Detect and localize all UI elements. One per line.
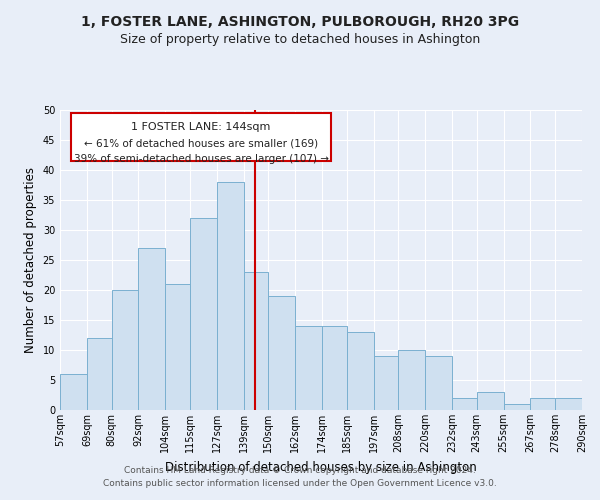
Bar bbox=[87, 338, 112, 410]
Bar bbox=[295, 326, 322, 410]
Bar bbox=[503, 404, 530, 410]
Bar bbox=[244, 272, 268, 410]
Bar bbox=[347, 332, 374, 410]
Bar bbox=[217, 182, 244, 410]
Text: Contains HM Land Registry data © Crown copyright and database right 2024.
Contai: Contains HM Land Registry data © Crown c… bbox=[103, 466, 497, 487]
Text: ← 61% of detached houses are smaller (169): ← 61% of detached houses are smaller (16… bbox=[84, 138, 318, 148]
Bar bbox=[71, 113, 331, 161]
Text: 1, FOSTER LANE, ASHINGTON, PULBOROUGH, RH20 3PG: 1, FOSTER LANE, ASHINGTON, PULBOROUGH, R… bbox=[81, 15, 519, 29]
Text: Size of property relative to detached houses in Ashington: Size of property relative to detached ho… bbox=[120, 32, 480, 46]
Text: 39% of semi-detached houses are larger (107) →: 39% of semi-detached houses are larger (… bbox=[74, 154, 329, 164]
Bar bbox=[530, 398, 555, 410]
Text: 1 FOSTER LANE: 144sqm: 1 FOSTER LANE: 144sqm bbox=[131, 122, 271, 132]
Bar bbox=[374, 356, 398, 410]
Bar bbox=[452, 398, 477, 410]
Bar bbox=[112, 290, 139, 410]
Bar bbox=[268, 296, 295, 410]
Bar bbox=[555, 398, 582, 410]
Bar bbox=[477, 392, 503, 410]
Bar bbox=[139, 248, 165, 410]
Bar bbox=[165, 284, 190, 410]
Bar bbox=[425, 356, 452, 410]
Bar bbox=[60, 374, 87, 410]
X-axis label: Distribution of detached houses by size in Ashington: Distribution of detached houses by size … bbox=[165, 460, 477, 473]
Y-axis label: Number of detached properties: Number of detached properties bbox=[24, 167, 37, 353]
Bar bbox=[322, 326, 347, 410]
Bar bbox=[398, 350, 425, 410]
Bar bbox=[190, 218, 217, 410]
